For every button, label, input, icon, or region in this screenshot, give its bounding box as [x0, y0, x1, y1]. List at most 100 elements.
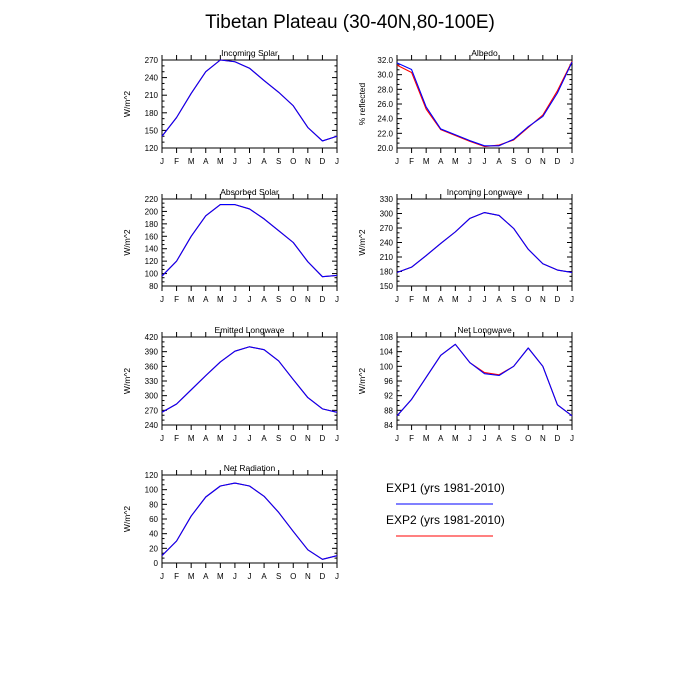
- series-line: [161, 482, 338, 560]
- y-tick-label: 150: [380, 282, 394, 291]
- x-tick-label: S: [276, 572, 281, 581]
- y-tick-label: 80: [149, 282, 158, 291]
- x-tick-label: F: [409, 434, 414, 443]
- x-tick-label: M: [423, 295, 430, 304]
- x-tick-label: J: [395, 295, 399, 304]
- x-tick-label: J: [335, 572, 339, 581]
- y-tick-label: 420: [145, 333, 159, 342]
- y-axis-label: W/m^2: [122, 229, 132, 255]
- x-tick-label: F: [409, 157, 414, 166]
- series-line: [396, 61, 573, 148]
- y-tick-label: 104: [380, 348, 394, 357]
- y-tick-label: 270: [145, 56, 159, 65]
- y-tick-label: 100: [380, 362, 394, 371]
- x-tick-label: J: [248, 157, 252, 166]
- y-tick-label: 84: [384, 421, 393, 430]
- chart-title: Emitted Longwave: [215, 325, 285, 335]
- y-tick-label: 120: [145, 471, 159, 480]
- x-tick-label: A: [438, 434, 444, 443]
- y-tick-label: 88: [384, 406, 393, 415]
- y-tick-label: 160: [145, 232, 159, 241]
- plot-frame: [161, 198, 338, 287]
- chart-title: Net Radiation: [224, 463, 276, 473]
- x-tick-label: M: [188, 572, 195, 581]
- x-tick-label: M: [188, 295, 195, 304]
- x-tick-label: M: [452, 434, 459, 443]
- x-tick-label: A: [261, 157, 267, 166]
- legend: EXP1 (yrs 1981-2010) EXP2 (yrs 1981-2010): [386, 481, 505, 537]
- x-tick-label: J: [233, 157, 237, 166]
- x-tick-label: M: [217, 295, 224, 304]
- y-tick-label: 140: [145, 245, 159, 254]
- x-tick-label: M: [452, 157, 459, 166]
- y-axis-label: W/m^2: [357, 229, 367, 255]
- x-tick-label: J: [468, 295, 472, 304]
- y-tick-label: 92: [384, 392, 393, 401]
- x-tick-label: M: [188, 157, 195, 166]
- y-tick-label: 96: [384, 377, 393, 386]
- y-tick-label: 108: [380, 333, 394, 342]
- x-tick-label: N: [540, 434, 546, 443]
- series-line: [161, 346, 338, 413]
- y-axis-label: W/m^2: [122, 91, 132, 117]
- x-tick-label: S: [276, 434, 281, 443]
- y-axis-label: W/m^2: [122, 368, 132, 394]
- x-tick-label: J: [395, 434, 399, 443]
- y-tick-label: 120: [145, 257, 159, 266]
- series-line: [396, 211, 573, 274]
- y-tick-label: 150: [145, 126, 159, 135]
- y-tick-label: 20: [149, 544, 158, 553]
- y-tick-label: 22.0: [377, 129, 393, 138]
- x-tick-label: O: [290, 157, 296, 166]
- y-tick-label: 26.0: [377, 100, 393, 109]
- series-line: [161, 59, 338, 142]
- x-tick-label: J: [160, 295, 164, 304]
- y-tick-label: 270: [380, 224, 394, 233]
- x-tick-label: S: [276, 295, 281, 304]
- x-tick-label: J: [335, 157, 339, 166]
- chart-title: Net Longwave: [457, 325, 512, 335]
- y-tick-label: 300: [145, 392, 159, 401]
- chart-panel: Absorbed Solar W/m^2 80 100 120 140 160 180 200 2…: [122, 187, 339, 304]
- x-tick-label: D: [320, 572, 326, 581]
- x-tick-label: A: [438, 157, 444, 166]
- y-tick-label: 80: [149, 500, 158, 509]
- x-tick-label: A: [261, 434, 267, 443]
- chart-title: Albedo: [471, 48, 498, 58]
- x-tick-label: J: [335, 434, 339, 443]
- y-tick-label: 180: [145, 109, 159, 118]
- y-axis-label: W/m^2: [122, 506, 132, 532]
- y-tick-label: 240: [145, 421, 159, 430]
- y-tick-label: 20.0: [377, 144, 393, 153]
- y-tick-label: 200: [145, 207, 159, 216]
- x-tick-label: J: [468, 434, 472, 443]
- x-tick-label: F: [174, 157, 179, 166]
- x-tick-label: M: [217, 572, 224, 581]
- y-tick-label: 180: [380, 268, 394, 277]
- page-title: Tibetan Plateau (30-40N,80-100E): [205, 12, 495, 33]
- chart-title: Incoming Longwave: [447, 187, 523, 197]
- series-line: [396, 343, 573, 417]
- series-line: [396, 211, 573, 274]
- y-tick-label: 330: [145, 377, 159, 386]
- x-tick-label: F: [174, 434, 179, 443]
- x-tick-label: J: [160, 572, 164, 581]
- y-tick-label: 390: [145, 348, 159, 357]
- x-tick-label: A: [203, 157, 209, 166]
- x-tick-label: O: [290, 295, 296, 304]
- legend-label: EXP2 (yrs 1981-2010): [386, 513, 505, 527]
- x-tick-label: A: [496, 434, 502, 443]
- y-axis-label: W/m^2: [357, 368, 367, 394]
- y-tick-label: 270: [145, 406, 159, 415]
- series-line: [396, 61, 573, 147]
- chart-title: Absorbed Solar: [220, 187, 279, 197]
- x-tick-label: D: [555, 434, 561, 443]
- y-tick-label: 32.0: [377, 56, 393, 65]
- x-tick-label: J: [483, 434, 487, 443]
- y-tick-label: 210: [380, 253, 394, 262]
- x-tick-label: J: [483, 295, 487, 304]
- x-tick-label: M: [217, 434, 224, 443]
- x-tick-label: A: [496, 295, 502, 304]
